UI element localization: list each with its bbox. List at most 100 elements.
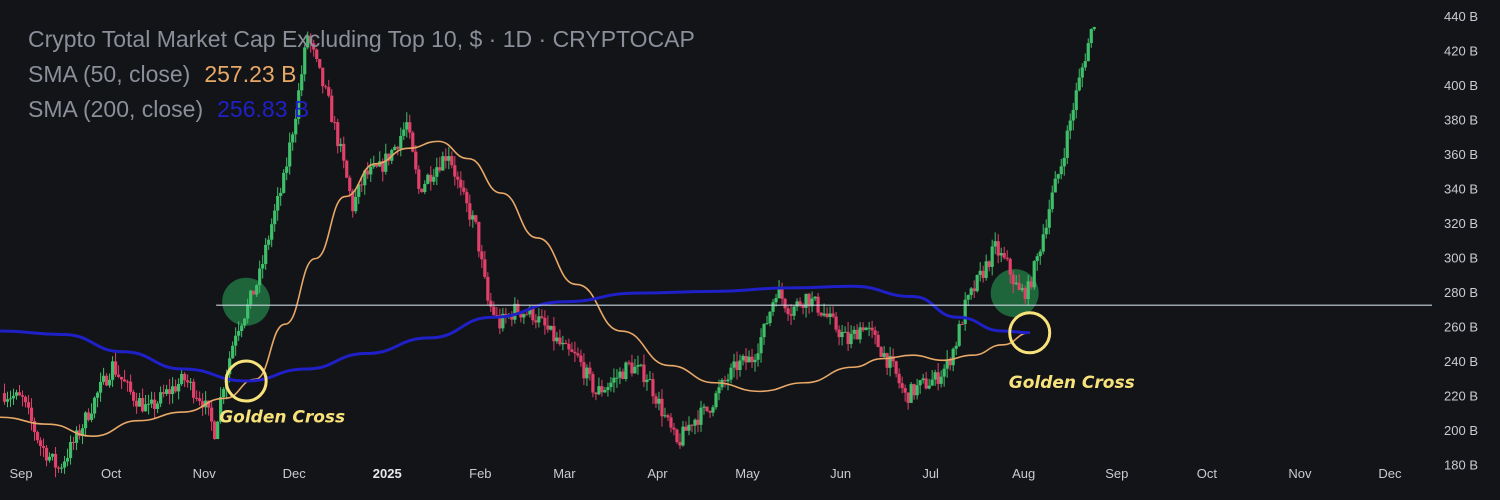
candle-body — [134, 400, 139, 407]
candle-body — [312, 43, 316, 50]
candle-body — [621, 371, 625, 379]
candle-body — [747, 356, 751, 363]
candle-body — [927, 385, 931, 389]
x-tick-label: 2025 — [373, 466, 402, 481]
candle-body — [309, 35, 313, 44]
sma200-label: SMA (200, close) — [28, 96, 204, 122]
candle-body — [113, 361, 118, 375]
candle-body — [1053, 178, 1057, 193]
sma50-label: SMA (50, close) — [28, 61, 191, 87]
y-tick-label: 280 B — [1444, 285, 1478, 300]
candle-body — [978, 270, 982, 275]
candle-body — [690, 424, 694, 426]
candle-body — [140, 398, 145, 412]
candle-body — [675, 429, 679, 443]
candle-body — [744, 355, 748, 363]
candle-body — [648, 379, 652, 381]
candle-body — [645, 379, 649, 383]
candle-body — [513, 303, 517, 320]
candle-body — [1008, 258, 1012, 275]
candle-body — [522, 314, 526, 318]
candle-body — [159, 392, 163, 404]
legend-sma50-row[interactable]: SMA (50, close) 257.23 B — [28, 61, 695, 96]
candle-body — [756, 353, 760, 360]
candle-body — [23, 396, 28, 403]
candle-body — [207, 400, 211, 408]
candle-body — [723, 379, 727, 382]
candle-body — [234, 335, 238, 346]
candle-body — [753, 359, 757, 363]
candle-body — [116, 374, 121, 377]
candle-body — [306, 35, 310, 48]
candle-body — [125, 381, 130, 383]
candle-body — [981, 270, 985, 278]
candle-body — [450, 156, 454, 166]
candle-body — [74, 430, 79, 443]
candle-body — [531, 307, 535, 321]
candle-body — [576, 353, 580, 356]
candle-body — [150, 399, 154, 404]
candle-body — [122, 379, 127, 382]
candle-body — [426, 174, 430, 184]
sma200-line — [0, 284, 1030, 383]
candle-body — [11, 395, 16, 399]
candle-body — [993, 241, 997, 247]
candle-body — [243, 318, 247, 326]
candle-body — [807, 293, 811, 307]
candle-body — [14, 392, 19, 396]
candle-body — [26, 402, 31, 408]
candle-body — [258, 268, 262, 286]
candle-body — [240, 325, 244, 331]
candle-body — [165, 389, 169, 394]
candle-body — [861, 327, 865, 331]
candle-body — [339, 143, 343, 147]
candle-body — [942, 368, 946, 377]
candle-body — [162, 392, 166, 394]
candle-body — [1056, 174, 1060, 179]
candle-body — [1080, 67, 1084, 78]
y-tick-label: 180 B — [1444, 458, 1478, 473]
candle-body — [951, 348, 955, 366]
candle-body — [786, 308, 790, 315]
candle-body — [261, 264, 265, 269]
candle-body — [738, 360, 742, 371]
legend-sma200-row[interactable]: SMA (200, close) 256.83 B — [28, 96, 695, 131]
candle-body — [297, 90, 301, 119]
candle-body — [324, 86, 328, 88]
candle-body — [798, 301, 802, 306]
time-axis[interactable]: Sep Oct Nov Dec 2025 Feb Mar Apr May Jun Jul Aug Sep… — [9, 466, 1402, 481]
candle-body — [147, 403, 151, 405]
candle-body — [987, 261, 991, 267]
candle-body — [1038, 251, 1042, 257]
candle-body — [285, 166, 289, 173]
candle-body — [999, 252, 1003, 256]
candle-body — [1035, 256, 1039, 262]
candle-body — [870, 327, 874, 331]
candle-body — [270, 224, 274, 240]
candle-body — [396, 146, 400, 149]
candle-body — [195, 397, 199, 399]
candle-body — [249, 290, 253, 305]
candle-body — [183, 373, 187, 381]
sma200-value: 256.83 B — [217, 96, 310, 122]
candle-body — [1011, 274, 1015, 285]
candle-body — [795, 301, 799, 307]
candle-body — [435, 167, 439, 177]
price-axis[interactable]: 440 B 420 B 400 B 380 B 360 B 340 B 320 B 300 B… — [1444, 9, 1478, 472]
candle-body — [549, 325, 553, 330]
candle-body — [651, 379, 655, 397]
candle-body — [252, 290, 256, 295]
candle-body — [104, 375, 109, 386]
x-tick-label: Dec — [1378, 466, 1402, 481]
candle-body — [873, 330, 877, 335]
candle-body — [393, 146, 397, 151]
candle-body — [534, 320, 538, 323]
candle-body — [456, 176, 460, 180]
candle-body — [819, 312, 823, 316]
candle-body — [288, 142, 292, 167]
candle-body — [1041, 234, 1045, 252]
candle-body — [20, 395, 25, 397]
candle-body — [210, 407, 214, 422]
